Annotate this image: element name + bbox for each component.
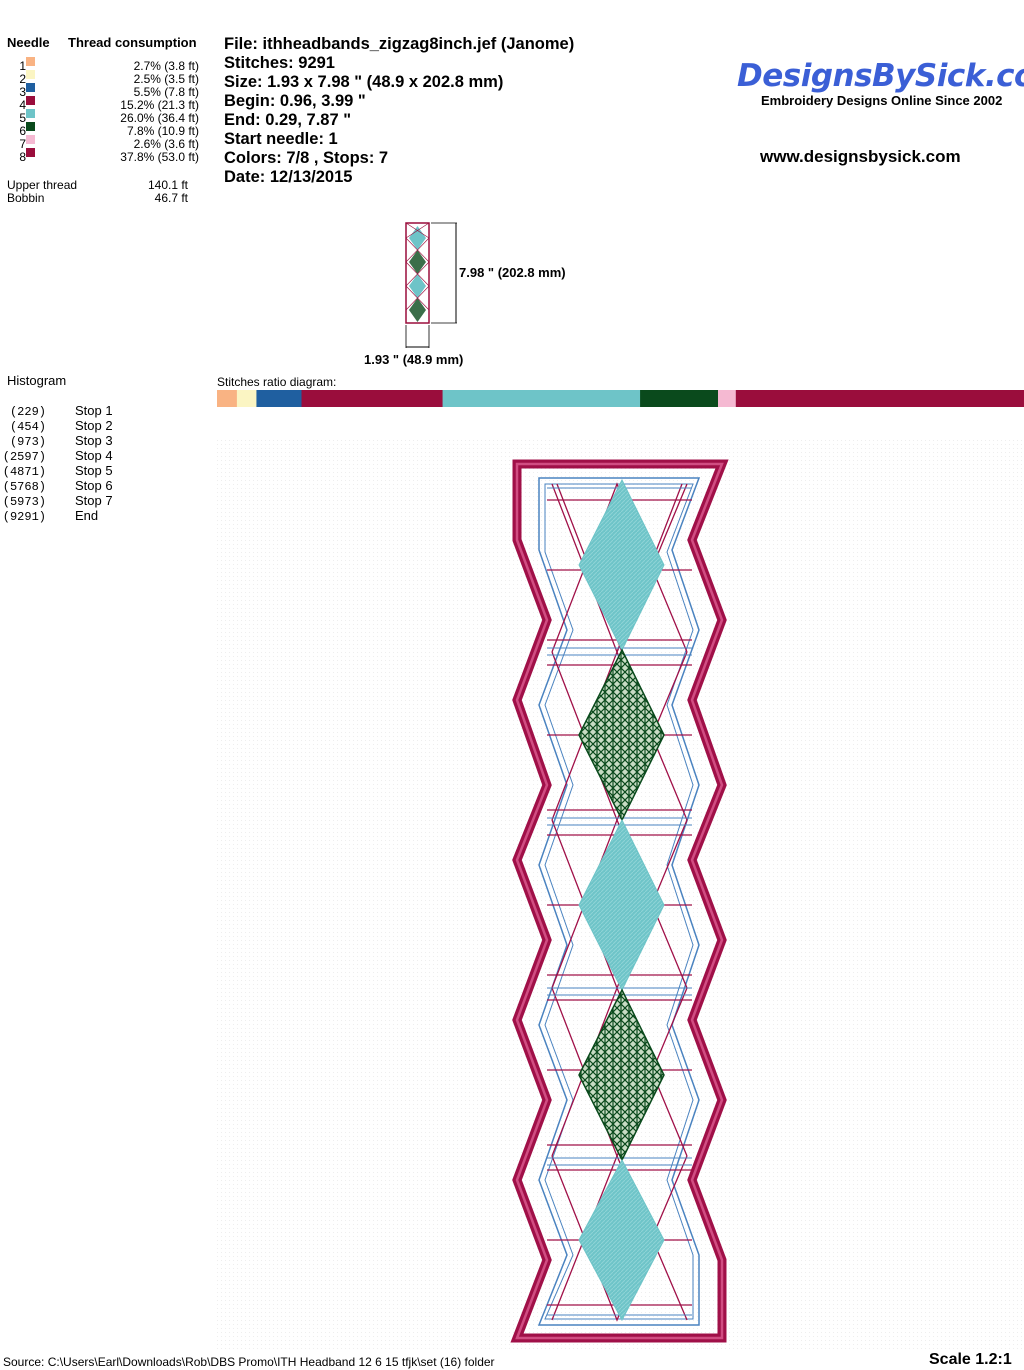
- histogram-title: Histogram: [7, 373, 67, 388]
- ratio-segment-7: [717, 390, 737, 407]
- histogram-count: (454): [9, 420, 46, 434]
- design-preview: [217, 440, 1024, 1352]
- scale-label: Scale 1.2:1: [929, 1351, 1012, 1368]
- histogram-count: (973): [9, 435, 46, 449]
- needle-row: 7 2.6% (3.6 ft): [18, 135, 199, 151]
- ratio-segment-8: [735, 390, 1024, 407]
- ratio-segment-4: [301, 390, 444, 407]
- histogram-label: Stop 1: [75, 403, 113, 418]
- ratio-segment-6: [640, 390, 719, 407]
- needle-consumption: 15.2% (21.3 ft): [120, 98, 199, 112]
- histogram-item: (9291) End: [0, 508, 98, 524]
- histogram-label: Stop 6: [75, 478, 113, 493]
- design-size: Size: 1.93 x 7.98 " (48.9 x 202.8 mm): [224, 73, 504, 91]
- needle-number: 6: [19, 124, 26, 138]
- needle-color-swatch: [26, 57, 35, 66]
- file-name: File: ithheadbands_zigzag8inch.jef (Jano…: [224, 35, 575, 53]
- stitches-ratio-bar: [217, 390, 1024, 407]
- histogram-item: (2597) Stop 4: [0, 448, 113, 464]
- histogram-label: Stop 7: [75, 493, 113, 508]
- histogram-count: (5768): [2, 480, 46, 494]
- needle-row: 8 37.8% (53.0 ft): [18, 148, 199, 164]
- bobbin-value: 46.7 ft: [154, 191, 188, 205]
- needle-number: 1: [19, 59, 26, 73]
- stitch-count: Stitches: 9291: [224, 54, 335, 72]
- histogram-label: Stop 5: [75, 463, 113, 478]
- needle-number: 3: [19, 85, 26, 99]
- thread-consumption-header: Thread consumption: [68, 35, 197, 50]
- brand-tagline: Embroidery Designs Online Since 2002: [761, 93, 1003, 108]
- needle-consumption: 2.5% (3.5 ft): [133, 72, 199, 86]
- needle-color-swatch: [26, 83, 35, 92]
- needle-row: 2 2.5% (3.5 ft): [18, 70, 199, 86]
- needle-consumption: 7.8% (10.9 ft): [126, 124, 199, 138]
- needle-number: 5: [19, 111, 26, 125]
- thumbnail-height-label: 7.98 " (202.8 mm): [459, 265, 566, 280]
- histogram-item: (4871) Stop 5: [0, 463, 113, 479]
- ratio-diagram-title: Stitches ratio diagram:: [217, 375, 337, 389]
- needle-row: 1 2.7% (3.8 ft): [18, 57, 199, 73]
- needle-row: 4 15.2% (21.3 ft): [18, 96, 199, 112]
- needle-consumption: 26.0% (36.4 ft): [120, 111, 199, 125]
- histogram-item: (973) Stop 3: [0, 433, 113, 449]
- svg-text:DesignsBySick.com: DesignsBySick.com: [737, 58, 1024, 94]
- histogram-item: (454) Stop 2: [0, 418, 113, 434]
- histogram-label: Stop 4: [75, 448, 113, 463]
- needle-number: 4: [19, 98, 26, 112]
- needle-consumption: 5.5% (7.8 ft): [133, 85, 199, 99]
- ratio-segment-2: [236, 390, 257, 407]
- needle-row: 5 26.0% (36.4 ft): [18, 109, 199, 125]
- upper-thread-label: Upper thread: [7, 178, 78, 192]
- design-date: Date: 12/13/2015: [224, 168, 353, 186]
- upper-thread-value: 140.1 ft: [147, 178, 188, 192]
- histogram-count: (9291): [2, 510, 46, 524]
- histogram-label: End: [75, 508, 99, 523]
- histogram-count: (4871): [2, 465, 46, 479]
- end-position: End: 0.29, 7.87 ": [224, 111, 352, 129]
- needle-color-swatch: [26, 109, 35, 118]
- histogram-count: (2597): [2, 450, 46, 464]
- needle-number: 2: [19, 72, 26, 86]
- design-thumbnail: [405, 222, 457, 348]
- histogram-count: (5973): [2, 495, 46, 509]
- histogram-label: Stop 3: [75, 433, 113, 448]
- brand-logo: DesignsBySick.com: [737, 58, 1024, 94]
- needle-number: 8: [19, 150, 26, 164]
- histogram-item: (5973) Stop 7: [0, 493, 113, 509]
- begin-position: Begin: 0.96, 3.99 ": [224, 92, 366, 110]
- colors-stops: Colors: 7/8 , Stops: 7: [224, 149, 389, 167]
- needle-header: Needle: [7, 35, 50, 50]
- histogram-item: (229) Stop 1: [0, 403, 113, 419]
- needle-color-swatch: [26, 122, 35, 131]
- start-needle: Start needle: 1: [224, 130, 338, 148]
- source-path: Source: C:\Users\Earl\Downloads\Rob\DBS …: [3, 1355, 495, 1369]
- ratio-segment-3: [256, 390, 303, 407]
- needle-color-swatch: [26, 70, 35, 79]
- needle-row: 3 5.5% (7.8 ft): [18, 83, 199, 99]
- needle-color-swatch: [26, 135, 35, 144]
- needle-color-swatch: [26, 148, 35, 157]
- needle-color-swatch: [26, 96, 35, 105]
- bobbin-label: Bobbin: [7, 191, 45, 205]
- needle-consumption: 37.8% (53.0 ft): [120, 150, 199, 164]
- needle-number: 7: [19, 137, 26, 151]
- brand-url[interactable]: www.designsbysick.com: [760, 147, 961, 166]
- histogram-item: (5768) Stop 6: [0, 478, 113, 494]
- ratio-segment-5: [442, 390, 641, 407]
- needle-consumption: 2.7% (3.8 ft): [133, 59, 199, 73]
- thumbnail-width-label: 1.93 " (48.9 mm): [364, 352, 464, 367]
- histogram-count: (229): [9, 405, 46, 419]
- histogram-label: Stop 2: [75, 418, 113, 433]
- ratio-segment-1: [217, 390, 238, 407]
- needle-row: 6 7.8% (10.9 ft): [18, 122, 199, 138]
- needle-consumption: 2.6% (3.6 ft): [133, 137, 199, 151]
